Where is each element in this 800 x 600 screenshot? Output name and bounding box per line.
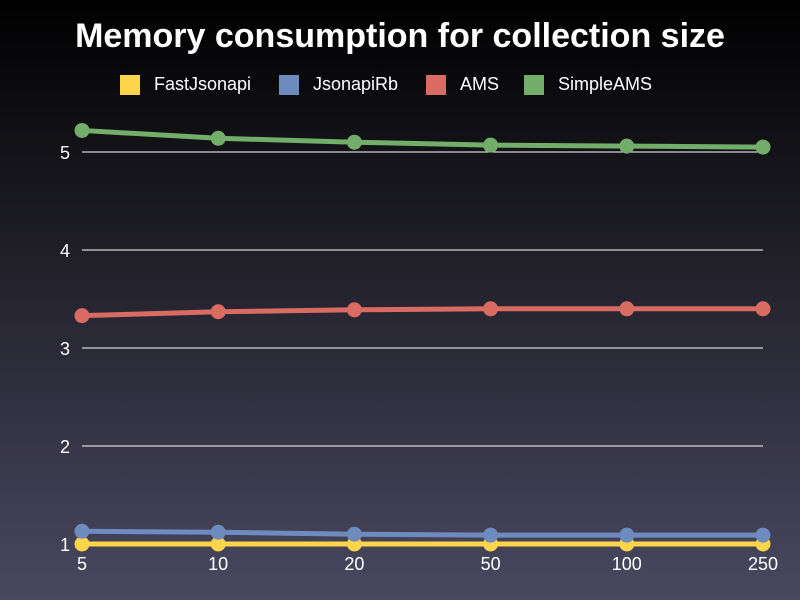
x-tick-label: 100 <box>612 554 642 574</box>
series-fastjsonapi <box>74 536 771 552</box>
data-point <box>74 523 90 539</box>
data-point <box>74 122 90 138</box>
x-tick-label: 5 <box>77 554 87 574</box>
data-point <box>74 536 90 552</box>
y-tick-label: 4 <box>60 241 70 261</box>
legend-label: AMS <box>460 74 499 94</box>
data-point <box>210 536 226 552</box>
gridlines <box>82 151 763 447</box>
y-tick-label: 5 <box>60 143 70 163</box>
data-point <box>346 302 362 318</box>
series-line <box>79 306 766 319</box>
data-point <box>483 137 499 153</box>
y-tick-label: 3 <box>60 339 70 359</box>
series-layer <box>74 122 771 552</box>
chart-title: Memory consumption for collection size <box>75 17 725 55</box>
x-tick-label: 250 <box>748 554 778 574</box>
data-point <box>483 527 499 543</box>
series-line <box>79 528 766 538</box>
series-simpleams <box>74 122 771 155</box>
data-point <box>346 526 362 542</box>
x-tick-label: 10 <box>208 554 228 574</box>
data-point <box>755 527 771 543</box>
legend-label: JsonapiRb <box>313 74 398 94</box>
legend-swatch <box>426 75 446 95</box>
series-jsonapirb <box>74 523 771 543</box>
y-axis: 1 2 3 4 5 <box>60 143 70 555</box>
x-axis: 5 10 20 50 100 250 <box>77 554 778 574</box>
data-point <box>755 301 771 317</box>
series-ams <box>74 301 771 324</box>
data-point <box>346 134 362 150</box>
data-point <box>619 301 635 317</box>
data-point <box>210 130 226 146</box>
x-tick-label: 50 <box>481 554 501 574</box>
legend-swatch <box>524 75 544 95</box>
chart-legend: FastJsonapi JsonapiRb AMS SimpleAMS <box>120 74 652 95</box>
legend-swatch <box>120 75 140 95</box>
data-point <box>619 138 635 154</box>
legend-label: FastJsonapi <box>154 74 251 94</box>
legend-swatch <box>279 75 299 95</box>
data-point <box>210 524 226 540</box>
y-tick-label: 2 <box>60 437 70 457</box>
x-tick-label: 20 <box>344 554 364 574</box>
data-point <box>755 139 771 155</box>
legend-label: SimpleAMS <box>558 74 652 94</box>
y-tick-label: 1 <box>60 535 70 555</box>
series-line <box>79 127 766 150</box>
data-point <box>74 308 90 324</box>
data-point <box>483 301 499 317</box>
data-point <box>210 304 226 320</box>
data-point <box>619 527 635 543</box>
